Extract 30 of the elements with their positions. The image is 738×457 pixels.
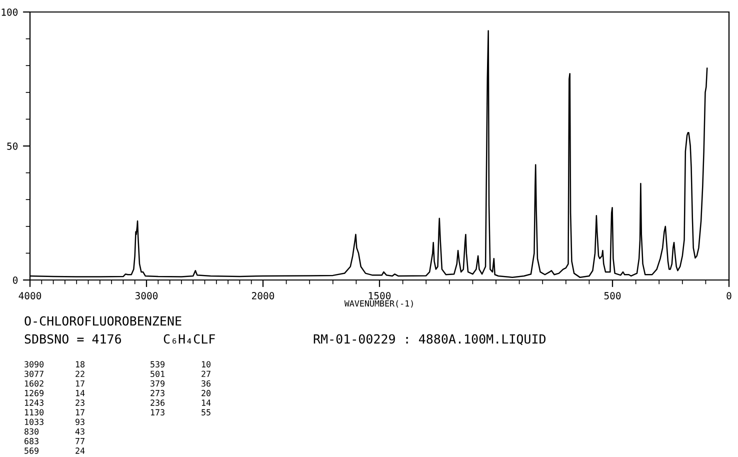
y-tick-label: 100	[2, 8, 18, 16]
y-tick-label: 50	[7, 142, 18, 150]
text: 569 24	[24, 448, 85, 454]
text: SDBSNO = 4176	[24, 334, 122, 344]
y-tick-label: 0	[12, 276, 18, 284]
text: O-CHLOROFLUOROBENZENE	[24, 316, 182, 326]
text: 273 20	[150, 390, 210, 396]
text: 1269 14	[25, 390, 85, 396]
text: 3077 22	[24, 370, 84, 378]
text: 1602 17	[25, 380, 84, 387]
text: 539 10	[150, 361, 210, 368]
text: 1130 17	[25, 409, 84, 416]
text: 1243 23	[25, 400, 84, 406]
text: 3090 18	[24, 361, 84, 368]
x-axis-title: WAVENUMBER(-1)	[344, 300, 413, 308]
text: 236 14	[150, 400, 211, 406]
x-tick-label: 4000	[18, 292, 42, 300]
x-tick-label: 1500	[368, 292, 391, 300]
text: C₆H₄CLF	[164, 334, 215, 344]
text: 501 27	[150, 370, 210, 378]
text: 379 36	[150, 380, 210, 387]
text: 830 43	[24, 428, 84, 435]
text: 683 77	[24, 438, 84, 444]
x-tick-label: 500	[604, 292, 621, 300]
x-tick-label: 2000	[252, 292, 274, 300]
text: 173 55	[151, 409, 210, 416]
x-tick-label: 3000	[135, 292, 158, 300]
x-tick-label: 0	[726, 292, 732, 300]
text: 1033 93	[25, 418, 84, 426]
text: RM-01-00229 : 4880A.100M.LIQUID	[314, 334, 546, 346]
